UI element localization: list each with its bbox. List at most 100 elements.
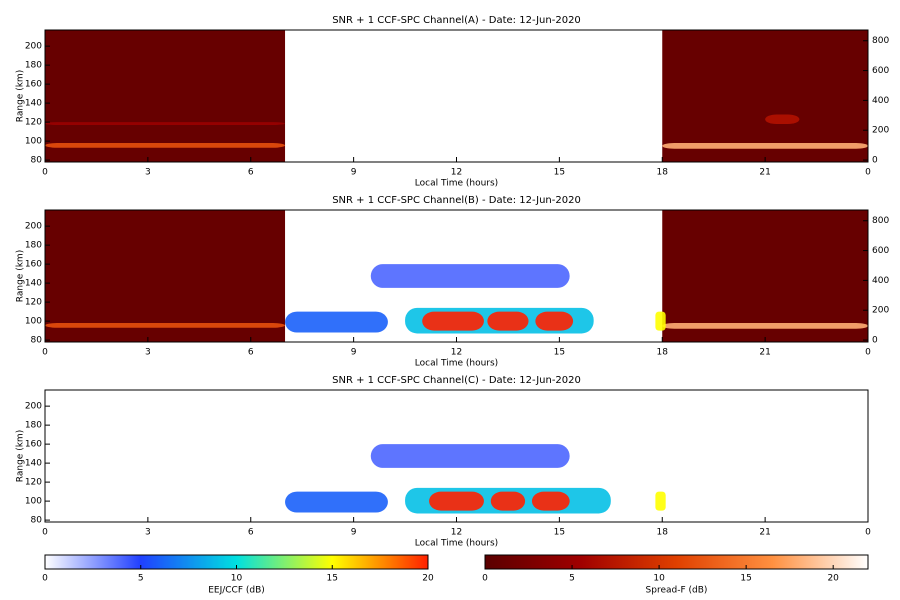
x-tick-label: 21 [759,168,770,178]
echo-region [535,311,574,331]
colorbar-tick-label: 0 [482,574,488,584]
echo-region [285,311,388,333]
x-tick-label: 6 [248,348,254,358]
x-tick-label: 6 [248,528,254,538]
y-tick-label: 120 [25,118,42,128]
echo-region [662,323,868,329]
y2-tick-label: 400 [872,96,889,106]
x-tick-label: 15 [554,348,565,358]
echo-region [490,491,526,511]
x-tick-label: 12 [451,168,462,178]
y-tick-label: 100 [25,137,42,147]
x-tick-label: 0 [865,168,871,178]
x-tick-label: 18 [657,168,669,178]
colorbar-tick-label: 15 [327,574,338,584]
chart-title: SNR + 1 CCF-SPC Channel(B) - Date: 12-Ju… [332,195,581,206]
y-tick-label: 160 [25,80,42,90]
x-axis-label: Local Time (hours) [415,359,498,369]
x-tick-label: 9 [351,168,357,178]
x-tick-label: 0 [42,348,48,358]
x-tick-label: 18 [657,528,669,538]
y-tick-label: 140 [25,459,42,469]
plot-area [45,210,868,342]
echo-region [662,143,868,149]
y-tick-label: 100 [25,497,42,507]
echo-region [370,264,570,288]
y-tick-label: 200 [25,42,42,52]
x-tick-label: 12 [451,528,462,538]
chart-title: SNR + 1 CCF-SPC Channel(A) - Date: 12-Ju… [332,15,581,26]
echo-region [285,491,388,513]
x-tick-label: 0 [865,528,871,538]
echo-region [422,311,484,331]
y-axis-label: Range (km) [16,250,26,302]
x-tick-label: 6 [248,168,254,178]
x-tick-label: 18 [657,348,669,358]
y2-tick-label: 800 [872,36,889,46]
x-axis-label: Local Time (hours) [415,179,498,189]
colorbar-tick-label: 15 [740,574,751,584]
echo-region [662,30,868,162]
echo-region [45,323,286,328]
y-tick-label: 180 [25,241,42,251]
colorbar-label: EEJ/CCF (dB) [208,586,265,596]
chart-title: SNR + 1 CCF-SPC Channel(C) - Date: 12-Ju… [332,375,581,386]
y2-tick-label: 800 [872,216,889,226]
y-axis-label: Range (km) [16,70,26,122]
y2-tick-label: 0 [872,336,878,346]
echo-region [429,491,484,511]
y-tick-label: 100 [25,317,42,327]
echo-region [370,444,570,468]
echo-region [655,311,666,331]
colorbar-tick-label: 10 [653,574,665,584]
colorbar-label: Spread-F (dB) [646,586,708,596]
y2-tick-label: 400 [872,276,889,286]
x-tick-label: 21 [759,528,770,538]
colorbar [484,554,869,570]
echo-region [765,114,800,125]
y-tick-label: 80 [31,336,43,346]
x-tick-label: 9 [351,528,357,538]
echo-region [531,491,570,511]
x-tick-label: 0 [42,168,48,178]
x-tick-label: 0 [865,348,871,358]
x-tick-label: 9 [351,348,357,358]
x-tick-label: 3 [145,348,151,358]
y-tick-label: 80 [31,156,43,166]
plot-area [285,444,666,514]
x-tick-label: 15 [554,528,565,538]
y-tick-label: 180 [25,421,42,431]
y-tick-label: 120 [25,298,42,308]
colorbar-tick-label: 5 [138,574,144,584]
y-tick-label: 160 [25,440,42,450]
y2-tick-label: 600 [872,66,889,76]
colorbar-tick-label: 20 [422,574,434,584]
echo-region [45,30,286,162]
y-tick-label: 200 [25,222,42,232]
x-tick-label: 21 [759,348,770,358]
echo-region [45,143,286,148]
x-tick-label: 3 [145,168,151,178]
colorbar-tick-label: 10 [231,574,243,584]
x-tick-label: 15 [554,168,565,178]
echo-region [655,491,666,511]
colorbar-tick-label: 5 [569,574,575,584]
plot-area [45,30,868,162]
x-tick-label: 3 [145,528,151,538]
y2-tick-label: 0 [872,156,878,166]
y-axis-label: Range (km) [16,430,26,482]
y-tick-label: 140 [25,99,42,109]
echo-region [662,210,868,342]
echo-region [45,122,286,125]
y-tick-label: 200 [25,402,42,412]
y-tick-label: 180 [25,61,42,71]
y-tick-label: 140 [25,279,42,289]
y2-tick-label: 200 [872,126,889,136]
y2-tick-label: 600 [872,246,889,256]
y-tick-label: 160 [25,260,42,270]
x-tick-label: 12 [451,348,462,358]
y-tick-label: 120 [25,478,42,488]
y2-tick-label: 200 [872,306,889,316]
y-tick-label: 80 [31,516,43,526]
